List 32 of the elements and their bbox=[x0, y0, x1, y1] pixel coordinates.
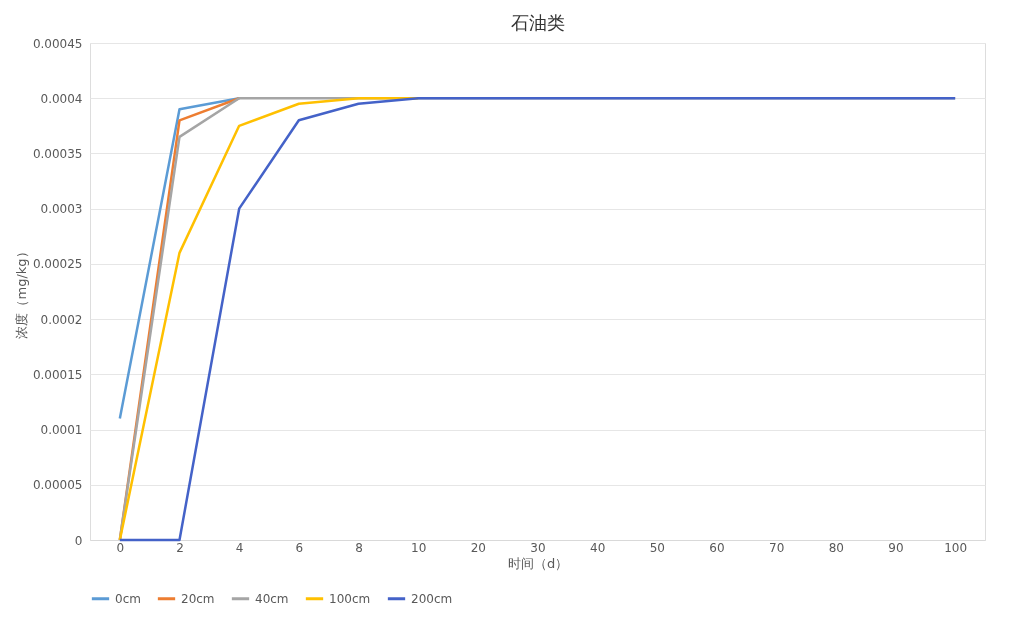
x-tick-label: 4 bbox=[235, 540, 244, 555]
x-tick-label: 80 bbox=[828, 540, 844, 555]
chart-title: 石油类 bbox=[510, 12, 565, 33]
x-tick-label: 8 bbox=[355, 540, 363, 555]
legend-label: 100cm bbox=[329, 591, 371, 606]
x-tick-label: 20 bbox=[470, 540, 486, 555]
y-tick-label: 0.00015 bbox=[32, 367, 83, 382]
x-tick-label: 0 bbox=[116, 540, 125, 555]
x-tick-label: 30 bbox=[530, 540, 546, 555]
x-tick-label: 60 bbox=[709, 540, 725, 555]
y-tick-label: 0.0002 bbox=[40, 312, 83, 327]
y-tick-label: 0.00035 bbox=[32, 146, 83, 161]
y-tick-label: 0.0003 bbox=[40, 202, 83, 217]
x-tick-label: 90 bbox=[888, 540, 904, 555]
x-tick-label: 2 bbox=[176, 540, 184, 555]
x-tick-label: 6 bbox=[295, 540, 304, 555]
x-tick-label: 40 bbox=[590, 540, 606, 555]
x-tick-label: 50 bbox=[649, 540, 665, 555]
x-axis-title: 时间（d） bbox=[507, 555, 569, 571]
x-tick-label: 10 bbox=[411, 540, 427, 555]
y-axis-title: 浓度（mg/kg） bbox=[13, 245, 29, 339]
x-tick-label: 100 bbox=[944, 540, 968, 555]
y-tick-label: 0.00005 bbox=[32, 478, 83, 493]
y-tick-label: 0.00045 bbox=[32, 36, 83, 51]
legend-label: 40cm bbox=[255, 591, 289, 606]
y-tick-label: 0.0001 bbox=[40, 423, 83, 438]
y-tick-label: 0.00025 bbox=[32, 257, 83, 272]
y-tick-label: 0.0004 bbox=[40, 91, 83, 106]
legend-label: 20cm bbox=[181, 591, 215, 606]
legend-label: 200cm bbox=[411, 591, 453, 606]
legend-label: 0cm bbox=[115, 591, 141, 606]
x-tick-label: 70 bbox=[769, 540, 785, 555]
